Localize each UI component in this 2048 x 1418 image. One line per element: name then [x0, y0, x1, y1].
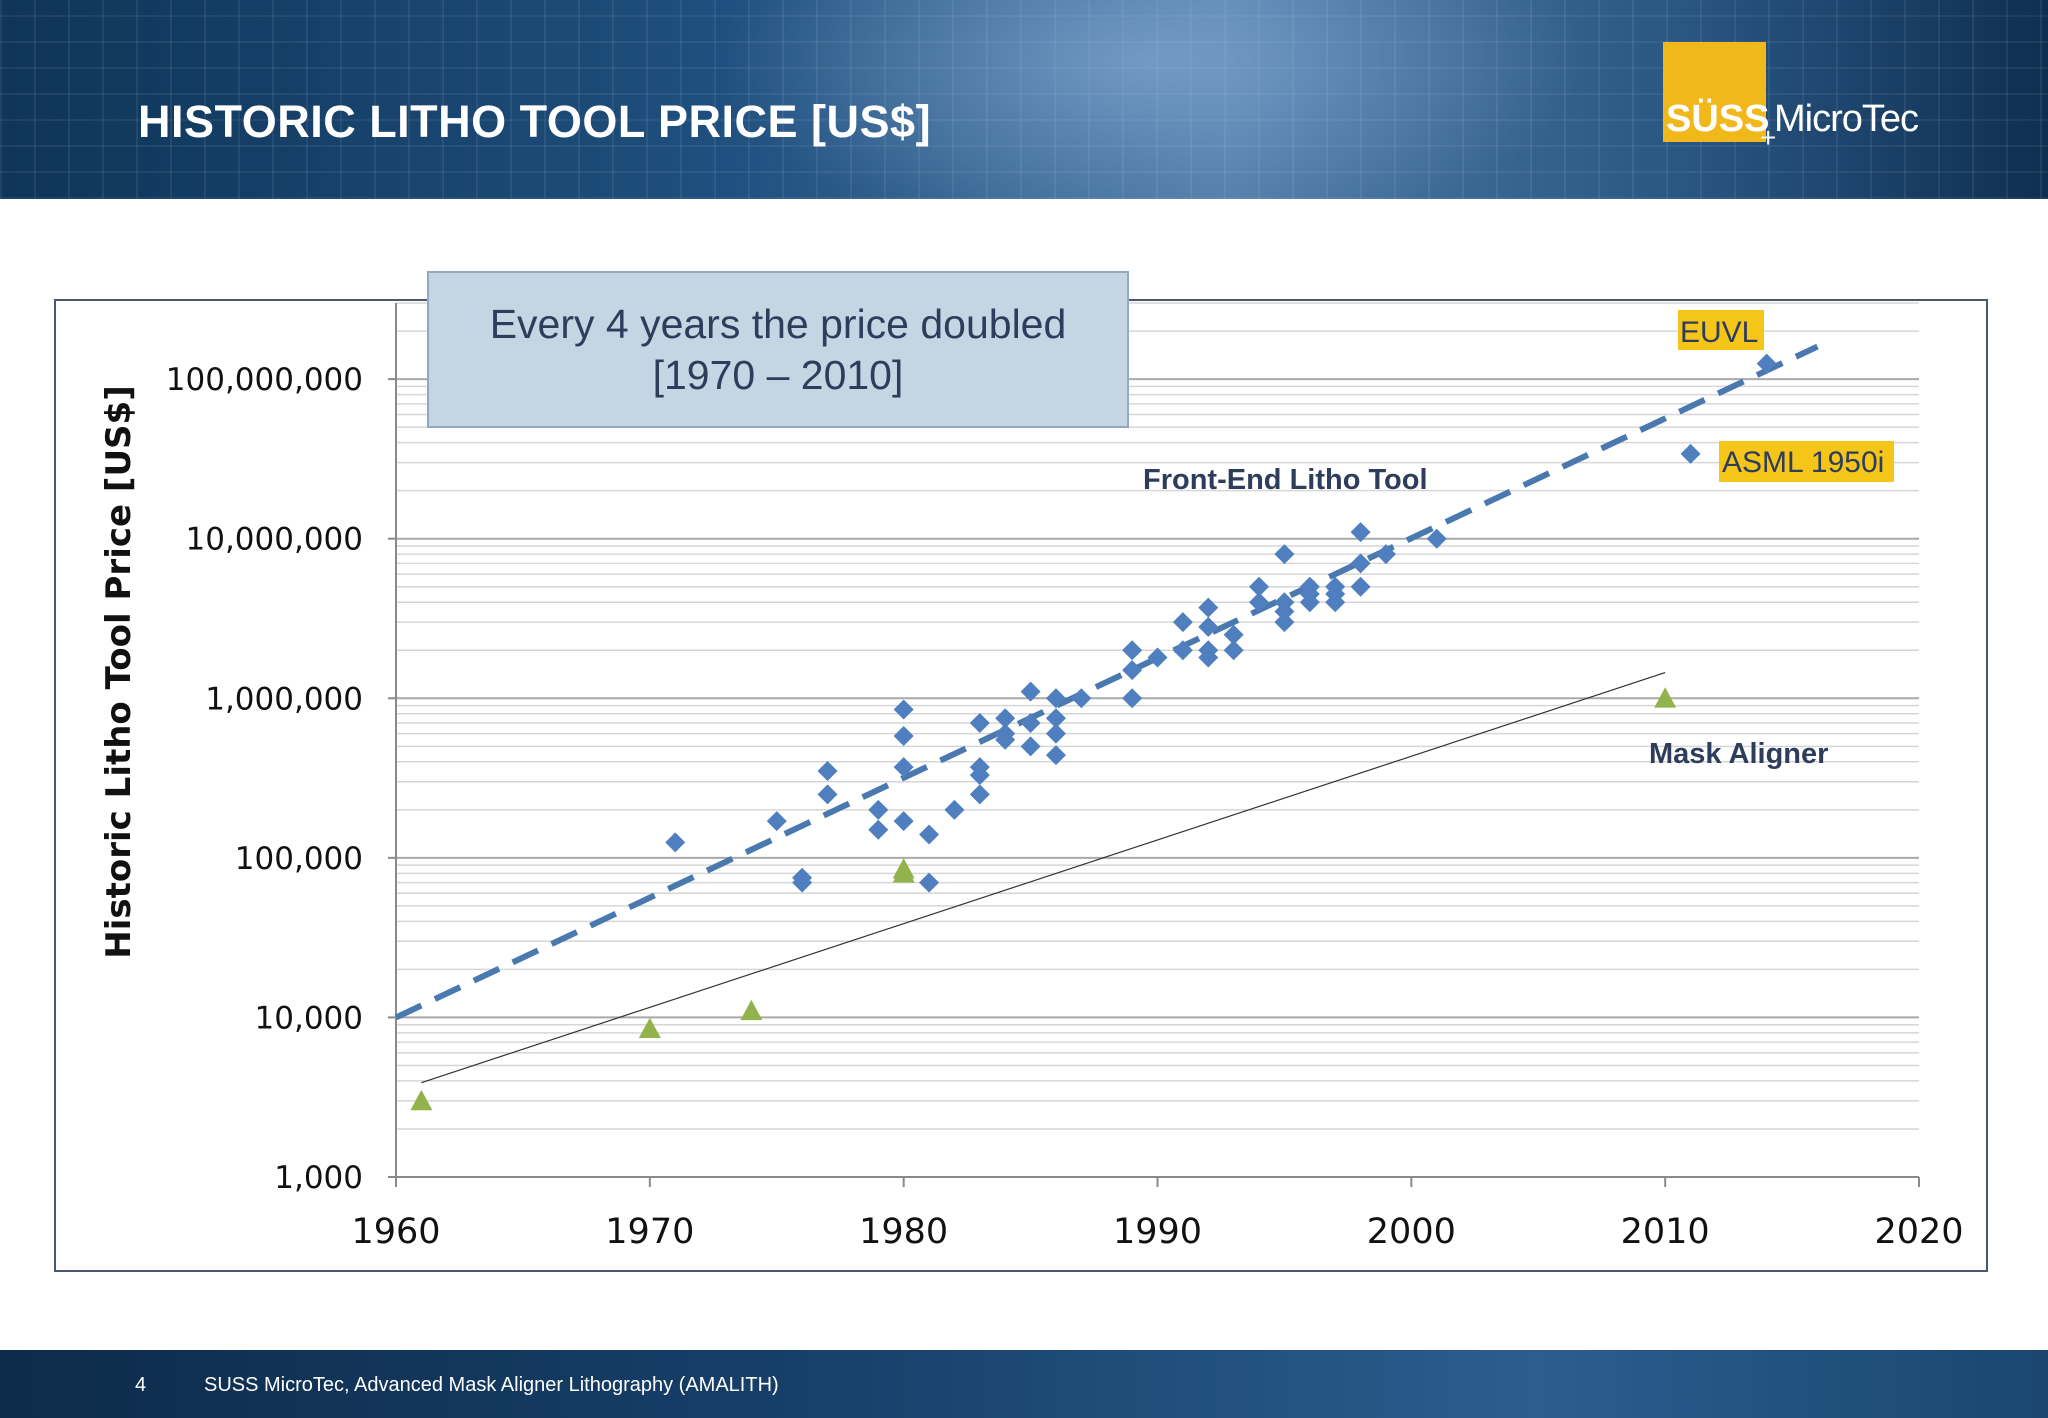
front-end-diamond-point [1172, 612, 1193, 633]
front-end-diamond-point [1350, 522, 1371, 543]
mask-aligner-trendline [421, 671, 1666, 1084]
front-end-diamond-point [1223, 624, 1244, 645]
x-tick-label: 2020 [1874, 1212, 1963, 1252]
front-end-diamond-point [919, 824, 940, 845]
front-end-diamond-point [1122, 660, 1143, 681]
front-end-diamond-point [893, 757, 914, 778]
mask-aligner-triangle-point [410, 1089, 433, 1111]
asml-highlight [1719, 441, 1894, 482]
x-tick-label: 1980 [859, 1212, 948, 1252]
front-end-diamond-point [1680, 443, 1701, 464]
front-end-diamond-point [969, 765, 990, 786]
front-end-diamond-point [868, 799, 889, 820]
front-end-diamond-point [1249, 576, 1270, 597]
front-end-diamond-point [1274, 612, 1295, 633]
front-end-diamond-point [995, 729, 1016, 750]
mask-aligner-triangle-point [1654, 687, 1677, 708]
x-tick-label: 1970 [605, 1212, 694, 1252]
callout-box [427, 271, 1129, 428]
x-tick-label: 2010 [1621, 1212, 1710, 1252]
company-logo: SÜSS + MicroTec [1660, 42, 1920, 153]
mask-aligner-triangle-point [740, 999, 763, 1021]
front-end-diamond-point [665, 832, 686, 853]
front-end-diamond-point [1045, 688, 1066, 709]
front-end-diamond-point [817, 784, 838, 805]
front-end-diamond-point [1350, 576, 1371, 597]
front-end-diamond-point [995, 708, 1016, 729]
front-end-diamond-point [1198, 597, 1219, 618]
front-end-diamond-point [944, 799, 965, 820]
front-end-diamond-point [1122, 640, 1143, 661]
y-tick-label: 10,000,000 [186, 522, 364, 558]
logo-suss-text: SÜSS [1666, 98, 1770, 140]
logo-plus-icon: + [1760, 122, 1777, 153]
front-end-diamond-point [1122, 688, 1143, 709]
front-end-diamond-point [868, 819, 889, 840]
footer-text: SUSS MicroTec, Advanced Mask Aligner Lit… [204, 1374, 779, 1396]
front-end-diamond-point [1249, 592, 1270, 613]
label-layer: Every 4 years the price doubled [1970 – 2… [427, 271, 1894, 770]
front-end-diamond-point [1198, 616, 1219, 637]
y-tick-label: 100,000 [235, 841, 363, 877]
front-end-diamond-point [969, 712, 990, 733]
logo-square [1663, 42, 1766, 142]
callout-line2: [1970 – 2010] [653, 352, 904, 398]
front-end-diamond-point [969, 784, 990, 805]
front-end-diamond-point [919, 872, 940, 893]
euvl-label: EUVL [1680, 316, 1758, 349]
front-end-diamond-point [893, 726, 914, 747]
front-end-diamond-point [1223, 640, 1244, 661]
mask-aligner-triangle-point [638, 1017, 661, 1039]
front-end-diamond-point [1045, 745, 1066, 766]
grid-layer [396, 302, 1919, 1178]
footer-bar [0, 1350, 2048, 1418]
front-end-label: Front-End Litho Tool [1143, 464, 1428, 496]
x-tick-label: 2000 [1367, 1212, 1456, 1252]
page-title: HISTORIC LITHO TOOL PRICE [US$] [138, 96, 932, 147]
trend-layer [394, 343, 1819, 1084]
front-end-diamond-point [893, 699, 914, 720]
front-end-diamond-point [1020, 681, 1041, 702]
front-end-trendline [394, 343, 1819, 1021]
front-end-diamond-point [1020, 736, 1041, 757]
front-end-diamond-point [1147, 647, 1168, 668]
y-tick-label: 100,000,000 [166, 362, 363, 398]
front-end-diamond-point [1045, 708, 1066, 729]
front-end-diamond-point [1375, 544, 1396, 565]
front-end-diamond-point [1325, 592, 1346, 613]
front-end-diamond-point [1198, 647, 1219, 668]
footer-page-number: 4 [135, 1374, 147, 1396]
front-end-diamond-point [1172, 640, 1193, 661]
y-axis-title: Historic Litho Tool Price [US$] [99, 385, 139, 958]
front-end-diamond-point [792, 872, 813, 893]
x-tick-label: 1960 [351, 1212, 440, 1252]
front-end-diamond-point [1426, 528, 1447, 549]
y-tick-label: 1,000,000 [205, 681, 363, 717]
mask-aligner-label: Mask Aligner [1649, 738, 1828, 770]
front-end-diamond-point [1274, 601, 1295, 622]
euvl-highlight [1678, 310, 1764, 350]
logo-microtec-text: MicroTec [1774, 98, 1919, 140]
front-end-diamond-point [1020, 712, 1041, 733]
mask-aligner-triangle-point [892, 858, 915, 879]
y-tick-label: 1,000 [274, 1160, 363, 1196]
axis-layer: 1,000 10,000 100,000 1,000,000 10,000,000 100… [99, 303, 1964, 1252]
front-end-diamond-point [1350, 553, 1371, 574]
chart-frame [54, 299, 1988, 1272]
front-end-diamond-point [1756, 353, 1777, 374]
front-end-diamond-point [1071, 688, 1092, 709]
callout-line1: Every 4 years the price doubled [490, 301, 1067, 347]
y-tick-label: 10,000 [255, 1000, 363, 1036]
front-end-diamond-point [1299, 592, 1320, 613]
marker-layer [410, 353, 1777, 1111]
x-tick-label: 1990 [1113, 1212, 1202, 1252]
front-end-diamond-point [893, 811, 914, 832]
asml-label: ASML 1950i [1722, 446, 1884, 479]
front-end-diamond-point [766, 811, 787, 832]
front-end-diamond-point [1274, 544, 1295, 565]
front-end-diamond-point [817, 761, 838, 782]
front-end-diamond-point [1045, 723, 1066, 744]
